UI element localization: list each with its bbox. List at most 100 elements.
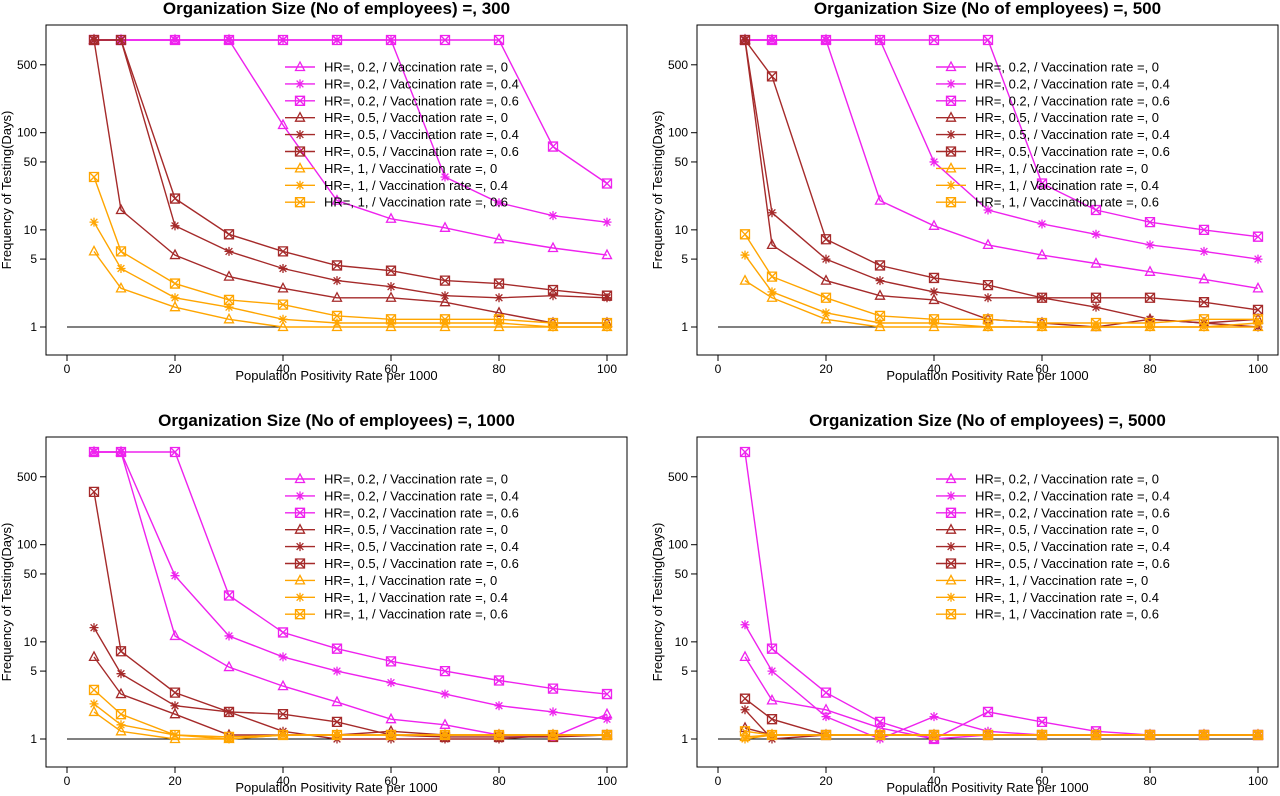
data-point: [493, 232, 505, 244]
legend-marker: [945, 523, 957, 534]
data-point: [1036, 716, 1048, 728]
data-point: [332, 318, 342, 328]
data-point: [1090, 729, 1102, 741]
data-point: [739, 693, 751, 704]
chart-title: Organization Size (No of employees) =, 5…: [809, 411, 1166, 430]
data-point: [1144, 729, 1156, 741]
data-point: [439, 275, 451, 286]
data-point: [601, 317, 613, 329]
data-point: [1253, 254, 1263, 264]
x-tick-label: 0: [715, 774, 722, 788]
legend-label: HR=, 0.5, / Vaccination rate =, 0.6: [975, 144, 1170, 159]
data-point: [88, 684, 100, 696]
data-point: [169, 446, 181, 458]
x-tick-label: 60: [1035, 774, 1049, 788]
series-group: [739, 650, 1264, 744]
data-point: [331, 34, 343, 46]
data-point: [601, 248, 613, 260]
legend-label: HR=, 1, / Vaccination rate =, 0: [324, 573, 497, 588]
data-point: [331, 194, 343, 205]
legend-label: HR=, 1, / Vaccination rate =, 0.4: [975, 178, 1159, 193]
data-point: [494, 293, 504, 303]
data-point: [332, 666, 342, 676]
legend-marker: [294, 609, 306, 620]
data-point: [277, 679, 289, 691]
data-point: [88, 705, 100, 717]
data-point: [169, 278, 181, 289]
data-point: [169, 193, 181, 204]
data-point: [1144, 292, 1156, 303]
data-point: [821, 712, 831, 722]
data-point: [766, 729, 778, 741]
legend-label: HR=, 0.5, / Vaccination rate =, 0.4: [975, 127, 1170, 142]
x-axis-label: Population Positivity Rate per 1000: [886, 368, 1088, 383]
series-group: [88, 171, 613, 329]
legend-label: HR=, 0.5, / Vaccination rate =, 0: [975, 522, 1159, 537]
legend-marker: [946, 592, 956, 602]
y-tick-label: 50: [675, 567, 689, 581]
x-tick-label: 80: [1143, 362, 1157, 376]
data-point: [1252, 281, 1264, 293]
plot-frame: [45, 436, 628, 768]
data-point: [982, 729, 994, 741]
data-point: [766, 693, 778, 705]
data-point: [439, 718, 451, 729]
data-point: [89, 623, 99, 633]
x-tick-label: 100: [597, 774, 617, 788]
x-tick-label: 20: [819, 774, 833, 788]
data-point: [928, 34, 940, 46]
plot-frame: [45, 24, 628, 356]
data-point: [601, 729, 613, 741]
data-point: [88, 446, 100, 458]
data-point: [1144, 217, 1156, 228]
x-tick-label: 20: [819, 362, 833, 376]
data-point: [115, 246, 127, 257]
data-point: [547, 729, 559, 741]
data-point: [169, 687, 181, 698]
x-tick-label: 100: [1248, 362, 1268, 376]
data-point: [439, 729, 451, 741]
y-tick-label: 10: [24, 223, 38, 237]
data-point: [115, 724, 127, 736]
data-point: [820, 34, 832, 46]
y-tick-label: 5: [30, 252, 37, 266]
data-point: [766, 71, 778, 82]
data-point: [1036, 178, 1048, 189]
legend-marker: [294, 197, 306, 208]
data-point: [224, 302, 234, 312]
data-point: [278, 314, 288, 324]
data-point: [982, 238, 994, 250]
data-point: [88, 486, 100, 497]
legend-label: HR=, 0.5, / Vaccination rate =, 0.6: [975, 556, 1170, 571]
data-point: [1252, 231, 1264, 242]
data-point: [331, 320, 343, 332]
data-point: [875, 276, 885, 286]
y-tick-label: 1: [681, 732, 688, 746]
data-point: [821, 308, 831, 318]
data-point: [766, 643, 778, 654]
data-point: [740, 620, 750, 630]
series-group: [88, 34, 613, 301]
legend-label: HR=, 0.2, / Vaccination rate =, 0.6: [324, 93, 519, 108]
legend-marker: [945, 197, 957, 208]
data-point: [115, 446, 127, 458]
legend-marker: [294, 558, 306, 569]
y-tick-label: 1: [30, 732, 37, 746]
data-point: [223, 34, 235, 46]
data-point: [820, 234, 832, 245]
legend-label: HR=, 0.5, / Vaccination rate =, 0: [324, 110, 508, 125]
data-point: [982, 314, 994, 325]
data-point: [439, 320, 451, 332]
x-axis-label: Population Positivity Rate per 1000: [886, 780, 1088, 795]
data-point: [928, 272, 940, 284]
legend-label: HR=, 1, / Vaccination rate =, 0.4: [975, 590, 1159, 605]
legend-label: HR=, 1, / Vaccination rate =, 0.4: [324, 178, 508, 193]
y-tick-label: 500: [17, 470, 37, 484]
data-point: [602, 714, 612, 724]
y-tick-label: 10: [675, 635, 689, 649]
y-tick-label: 5: [681, 664, 688, 678]
x-tick-label: 40: [927, 774, 941, 788]
data-point: [440, 172, 450, 182]
data-point: [1091, 302, 1101, 312]
data-point: [766, 291, 778, 302]
